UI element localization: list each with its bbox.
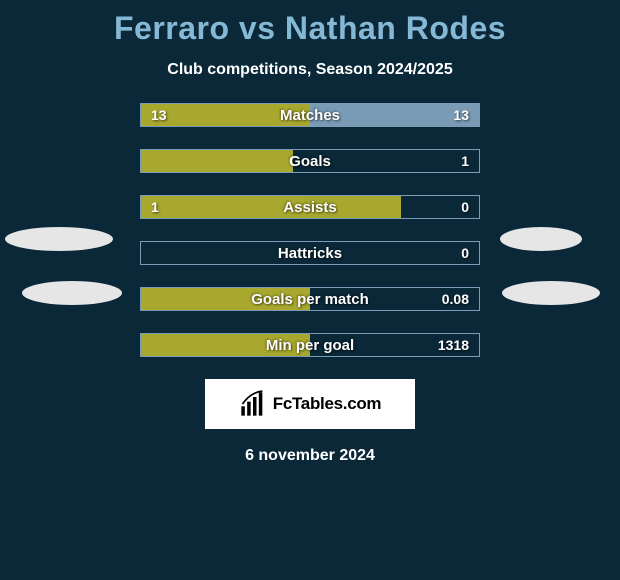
stat-value-right: 1318 <box>438 337 469 353</box>
fctables-icon <box>239 390 267 418</box>
stat-value-right: 1 <box>461 153 469 169</box>
stat-row: 13Matches13 <box>140 103 480 127</box>
stat-value-right: 0 <box>461 245 469 261</box>
stat-value-right: 0 <box>461 199 469 215</box>
stat-value-right: 13 <box>453 107 469 123</box>
player-indicator-ellipse <box>5 227 113 251</box>
stat-label: Min per goal <box>141 337 479 354</box>
player-indicator-ellipse <box>22 281 122 305</box>
stat-row: Goals1 <box>140 149 480 173</box>
stat-label: Assists <box>141 199 479 216</box>
stat-row: Hattricks0 <box>140 241 480 265</box>
stat-row: 1Assists0 <box>140 195 480 219</box>
stat-label: Goals <box>141 153 479 170</box>
player-indicator-ellipse <box>502 281 600 305</box>
stat-label: Hattricks <box>141 245 479 262</box>
player-indicator-ellipse <box>500 227 582 251</box>
stat-row: Goals per match0.08 <box>140 287 480 311</box>
site-logo[interactable]: FcTables.com <box>205 379 415 429</box>
comparison-subtitle: Club competitions, Season 2024/2025 <box>0 61 620 79</box>
comparison-chart: 13Matches13Goals11Assists0Hattricks0Goal… <box>0 103 620 357</box>
stat-row: Min per goal1318 <box>140 333 480 357</box>
stat-label: Goals per match <box>141 291 479 308</box>
site-logo-text: FcTables.com <box>273 394 382 414</box>
stat-label: Matches <box>141 107 479 124</box>
comparison-title: Ferraro vs Nathan Rodes <box>0 0 620 47</box>
stat-value-right: 0.08 <box>442 291 469 307</box>
comparison-date: 6 november 2024 <box>0 447 620 465</box>
